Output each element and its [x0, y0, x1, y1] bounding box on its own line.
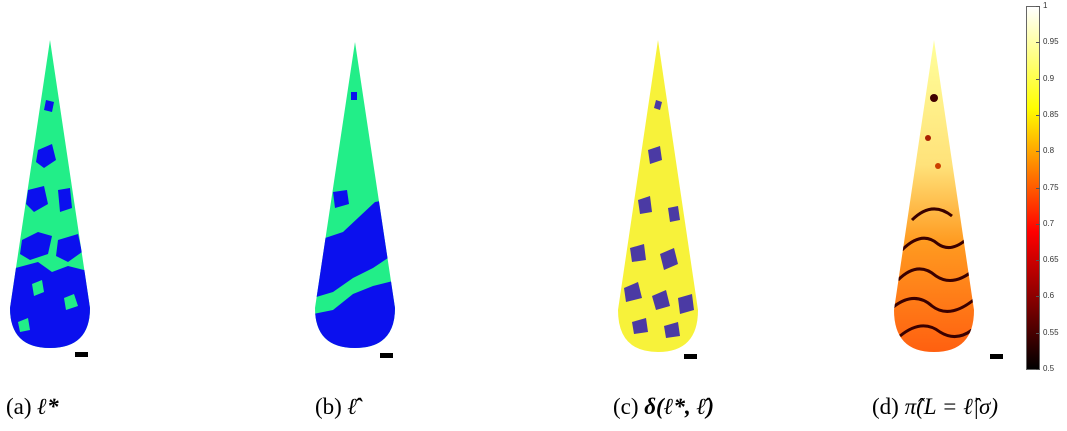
colorbar-tick-label: 0.75: [1043, 182, 1059, 192]
cone-estimate: [315, 42, 395, 348]
colorbar-tick-mark: [1036, 6, 1040, 7]
colorbar-tick-label: 0.8: [1043, 146, 1055, 156]
caption-a: (a) ℓ*: [6, 394, 59, 419]
colorbar-tick-label: 0.85: [1043, 109, 1059, 119]
colorbar-tick-mark: [1036, 114, 1040, 116]
caption-d: (d) π̂(L = ℓ̂|σ): [872, 394, 999, 419]
colorbar-tick-mark: [1036, 78, 1040, 80]
colorbar-tick-mark: [1036, 42, 1040, 44]
cone-posterior: [894, 40, 974, 352]
colorbar-tick-mark: [1036, 187, 1040, 189]
colorbar-tick-label: 0.9: [1043, 73, 1055, 83]
caption-c: (c) δ(ℓ*, ℓ̂): [613, 394, 715, 419]
colorbar-tick-label: 1: [1043, 1, 1048, 10]
colorbar-tick-label: 0.95: [1043, 37, 1059, 47]
caption-b: (b) ℓ̂: [315, 394, 358, 419]
colorbar-tick-mark: [1036, 151, 1040, 153]
colorbar-tick-label: 0.55: [1043, 327, 1059, 337]
caption-d-math: π̂(L = ℓ̂|σ): [904, 394, 999, 419]
colorbar-tick-mark: [1036, 369, 1040, 370]
colorbar-tick-label: 0.65: [1043, 255, 1059, 265]
colorbar-tick-mark: [1036, 223, 1040, 225]
caption-c-math: δ(ℓ*, ℓ̂): [644, 394, 715, 419]
scale-bar: [75, 352, 88, 357]
scale-bar: [684, 354, 697, 359]
caption-a-math: ℓ*: [37, 394, 59, 419]
scale-bar: [990, 354, 1003, 359]
colorbar-tick-mark: [1036, 332, 1040, 334]
caption-b-math: ℓ̂: [347, 394, 358, 419]
colorbar-tick-mark: [1036, 296, 1040, 298]
colorbar-tick-label: 0.7: [1043, 218, 1055, 228]
colorbar-tick-mark: [1036, 260, 1040, 262]
scale-bar: [380, 353, 393, 358]
colorbar-tick-label: 0.5: [1043, 364, 1055, 373]
colorbar-tick-label: 0.6: [1043, 291, 1055, 301]
cone-ground-truth: [10, 40, 90, 348]
cone-disagreement: [618, 40, 698, 352]
